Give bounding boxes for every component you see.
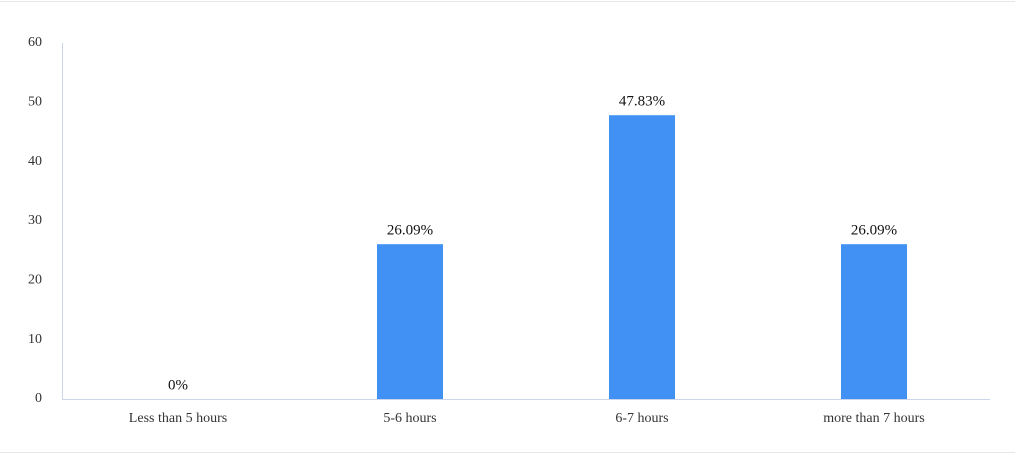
y-tick-label: 30 (28, 213, 42, 228)
value-label: 26.09% (387, 223, 433, 239)
x-tick-label: 6-7 hours (615, 411, 668, 426)
y-tick-label: 60 (28, 35, 42, 50)
value-label: 47.83% (619, 94, 665, 110)
bar (841, 244, 907, 399)
value-label: 0% (168, 377, 188, 393)
x-tick-label: 5-6 hours (383, 411, 436, 426)
x-tick-label: Less than 5 hours (129, 411, 227, 426)
y-tick-label: 10 (28, 332, 42, 347)
value-label: 26.09% (851, 223, 897, 239)
y-tick-label: 0 (35, 391, 42, 406)
bar (609, 115, 675, 399)
y-tick-label: 20 (28, 273, 42, 288)
y-tick-label: 50 (28, 95, 42, 110)
x-tick-label: more than 7 hours (823, 411, 924, 426)
bar (377, 244, 443, 399)
y-tick-label: 40 (28, 154, 42, 169)
